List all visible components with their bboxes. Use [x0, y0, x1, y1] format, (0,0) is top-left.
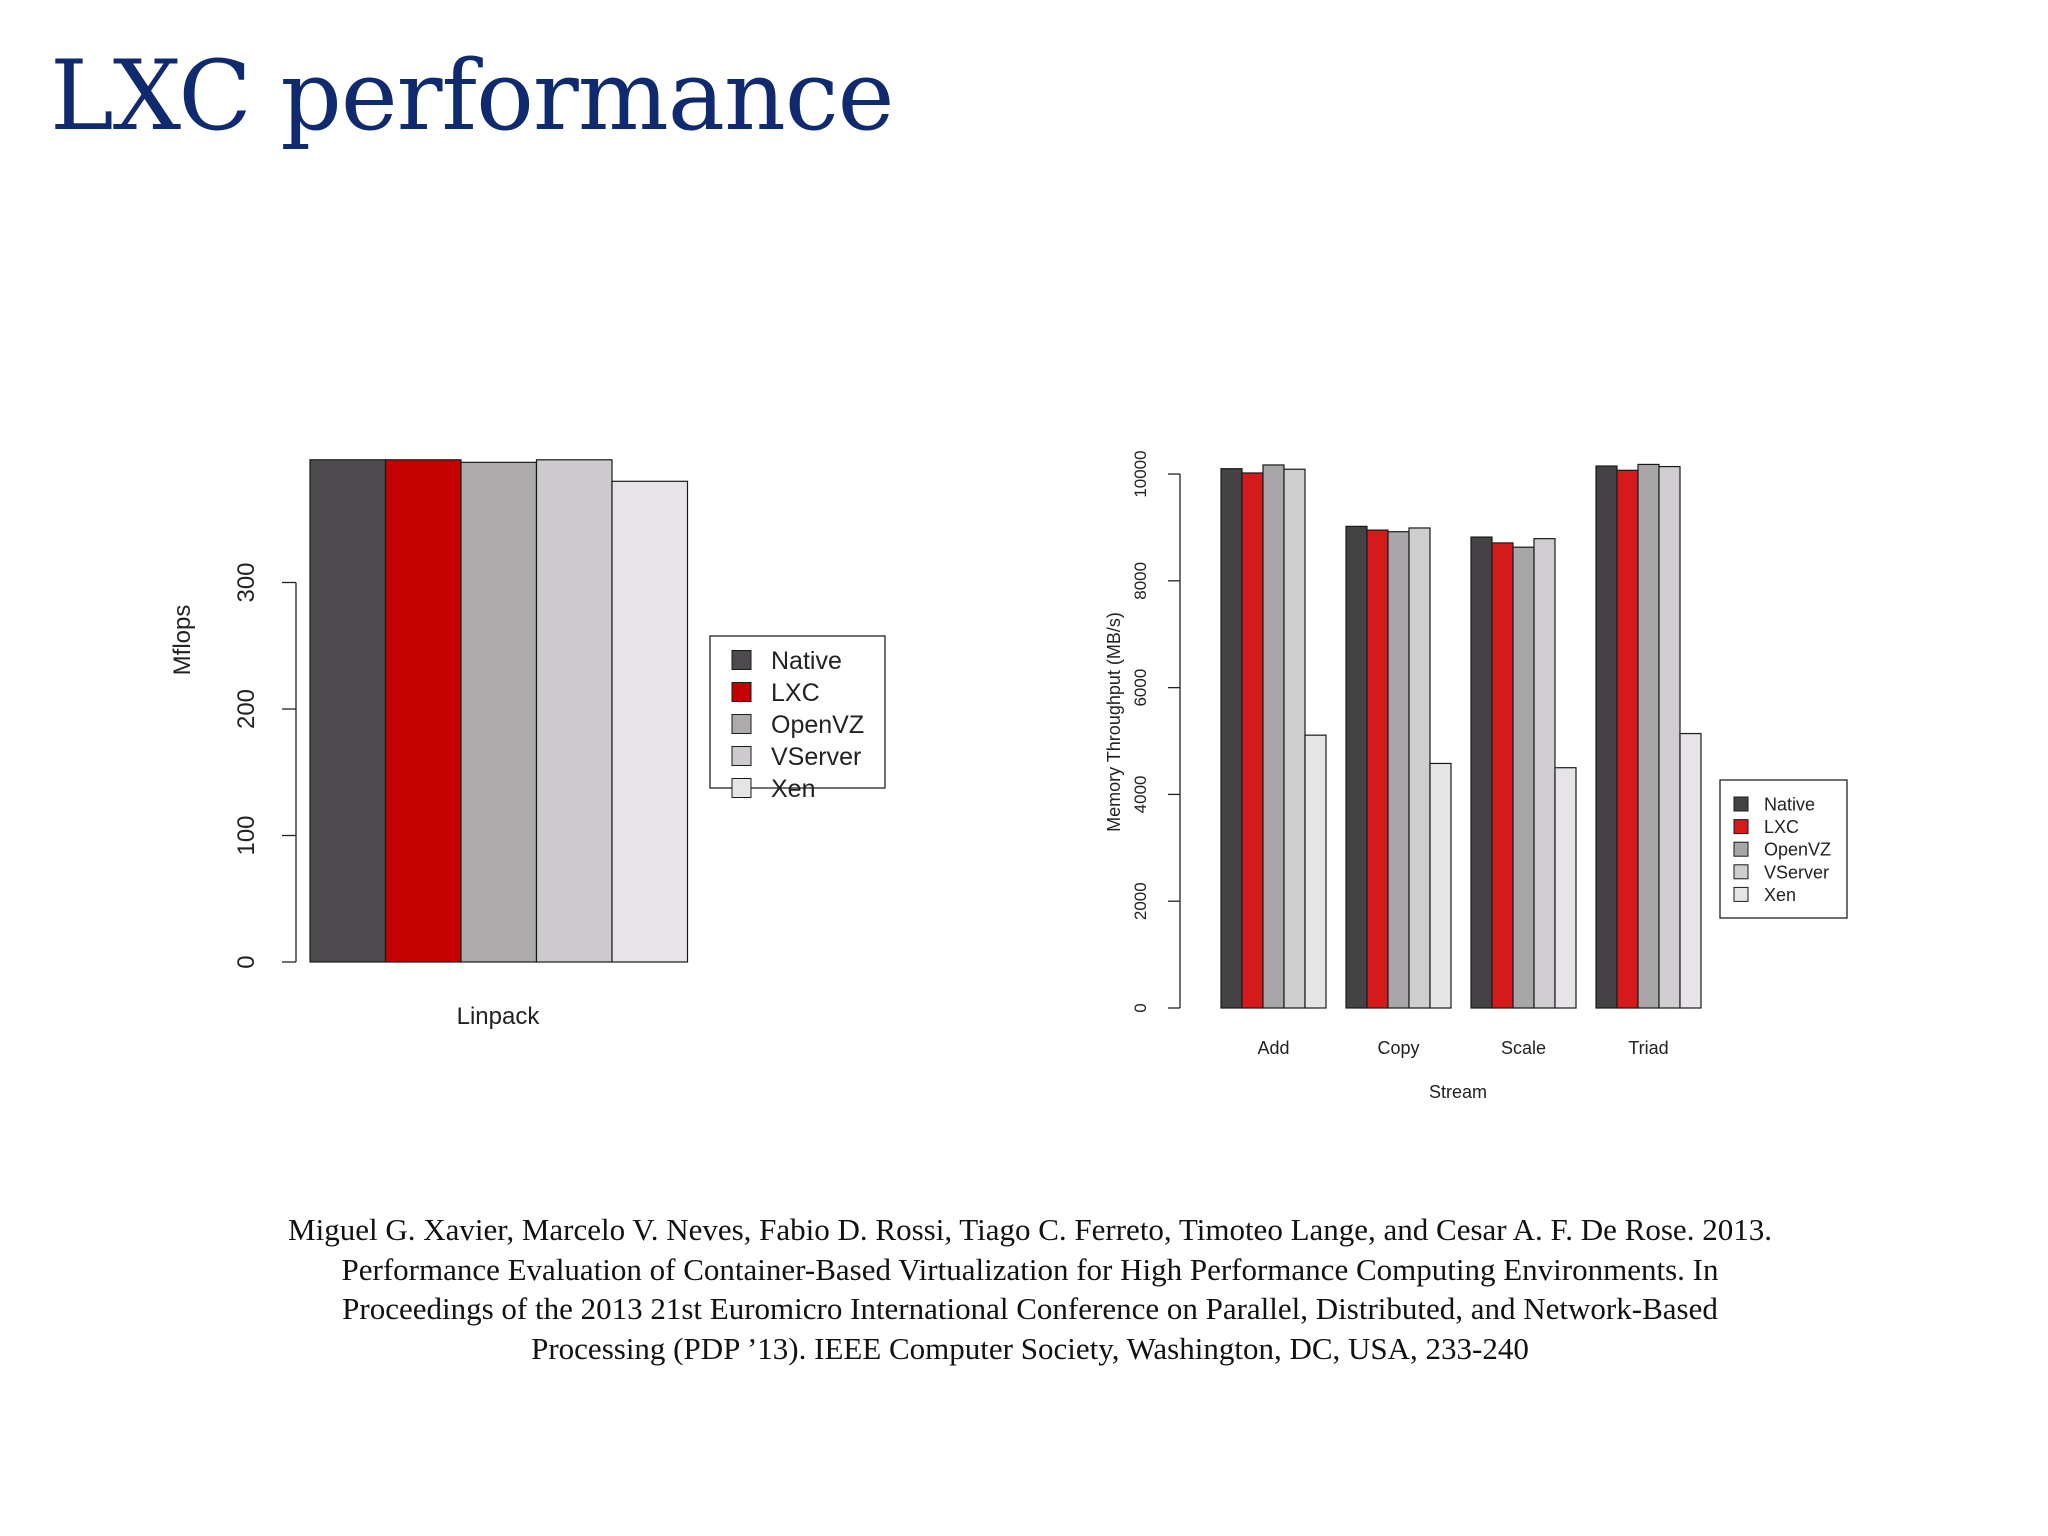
legend-swatch-xen	[731, 778, 752, 798]
category-label: Add	[1257, 1038, 1289, 1058]
y-tick-label: 10000	[1131, 450, 1150, 497]
legend-swatch-lxc	[731, 682, 752, 702]
legend-swatch-vserver	[731, 746, 752, 766]
category-label: Scale	[1501, 1038, 1546, 1058]
bar-native-triad	[1595, 465, 1618, 1009]
legend-label-lxc: LXC	[771, 679, 820, 707]
y-tick-label: 4000	[1131, 776, 1150, 814]
bar-vserver-copy	[1408, 527, 1431, 1009]
y-tick-label: 300	[233, 562, 260, 602]
slide-title: LXC performance	[50, 40, 894, 152]
bar-vserver-triad	[1658, 465, 1681, 1009]
citation: Miguel G. Xavier, Marcelo V. Neves, Fabi…	[130, 1210, 1930, 1368]
legend-label-native: Native	[1764, 794, 1815, 814]
x-axis-label: Stream	[1429, 1082, 1487, 1102]
citation-line: Processing (PDP ’13). IEEE Computer Soci…	[531, 1330, 1529, 1366]
bar-native-linpack	[309, 459, 387, 963]
category-label: Triad	[1628, 1038, 1668, 1058]
linpack-chart: 0 100 200 300 Mflops Linpack Native LXC OpenVZ VS…	[169, 459, 886, 1030]
bar-lxc-scale	[1491, 542, 1514, 1009]
y-axis-label: Memory Throughput (MB/s)	[1104, 612, 1124, 832]
legend-label-openvz: OpenVZ	[1764, 840, 1831, 860]
citation-line: Performance Evaluation of Container-Base…	[341, 1251, 1719, 1287]
bar-vserver-linpack	[535, 459, 613, 963]
bar-openvz-linpack	[460, 461, 538, 963]
bar-xen-copy	[1429, 762, 1452, 1009]
y-tick-label: 0	[1131, 1003, 1150, 1012]
legend-swatch-native	[731, 650, 752, 670]
legend-label-openvz: OpenVZ	[771, 711, 864, 739]
y-tick-label: 0	[233, 955, 260, 968]
citation-line: Proceedings of the 2013 21st Euromicro I…	[342, 1291, 1718, 1326]
legend-label-xen: Xen	[771, 775, 815, 803]
y-tick-label: 2000	[1131, 882, 1150, 920]
legend-swatch-native	[1733, 796, 1749, 812]
legend-swatch-lxc	[1733, 819, 1749, 835]
bar-native-copy	[1345, 525, 1368, 1009]
bar-lxc-triad	[1616, 469, 1639, 1009]
legend-label-vserver: VServer	[1764, 862, 1829, 882]
bar-openvz-scale	[1512, 546, 1535, 1009]
bar-xen-linpack	[611, 480, 689, 963]
bar-xen-scale	[1554, 767, 1577, 1009]
legend-label-vserver: VServer	[771, 743, 861, 771]
legend-swatch-openvz	[1733, 841, 1749, 857]
y-tick-label: 6000	[1131, 669, 1150, 707]
y-axis-label: Mflops	[169, 605, 196, 676]
bar-lxc-linpack	[384, 459, 462, 963]
bar-vserver-scale	[1533, 538, 1556, 1009]
legend-label-xen: Xen	[1764, 885, 1796, 905]
x-axis-label: Linpack	[457, 1003, 541, 1030]
bar-native-scale	[1470, 536, 1493, 1009]
bar-openvz-triad	[1637, 463, 1660, 1009]
y-tick-label: 8000	[1131, 562, 1150, 600]
y-tick-label: 100	[233, 815, 260, 855]
category-label: Copy	[1377, 1038, 1419, 1058]
legend-label-lxc: LXC	[1764, 817, 1799, 837]
legend-label-native: Native	[771, 647, 842, 675]
bar-xen-add	[1304, 734, 1327, 1009]
citation-line: Miguel G. Xavier, Marcelo V. Neves, Fabi…	[288, 1212, 1772, 1247]
stream-chart: Add Copy Scale Triad 0 2000 4000 6000 8000 10000 M…	[1104, 450, 1848, 1102]
bar-vserver-add	[1283, 468, 1306, 1009]
bar-openvz-add	[1262, 464, 1285, 1009]
bar-native-add	[1220, 468, 1243, 1009]
bar-openvz-copy	[1387, 531, 1410, 1009]
bar-lxc-copy	[1366, 529, 1389, 1009]
bar-lxc-add	[1241, 472, 1264, 1009]
legend-swatch-xen	[1733, 886, 1749, 902]
legend-swatch-openvz	[731, 714, 752, 734]
bar-xen-triad	[1679, 732, 1702, 1009]
y-tick-label: 200	[233, 689, 260, 729]
legend-swatch-vserver	[1733, 864, 1749, 880]
